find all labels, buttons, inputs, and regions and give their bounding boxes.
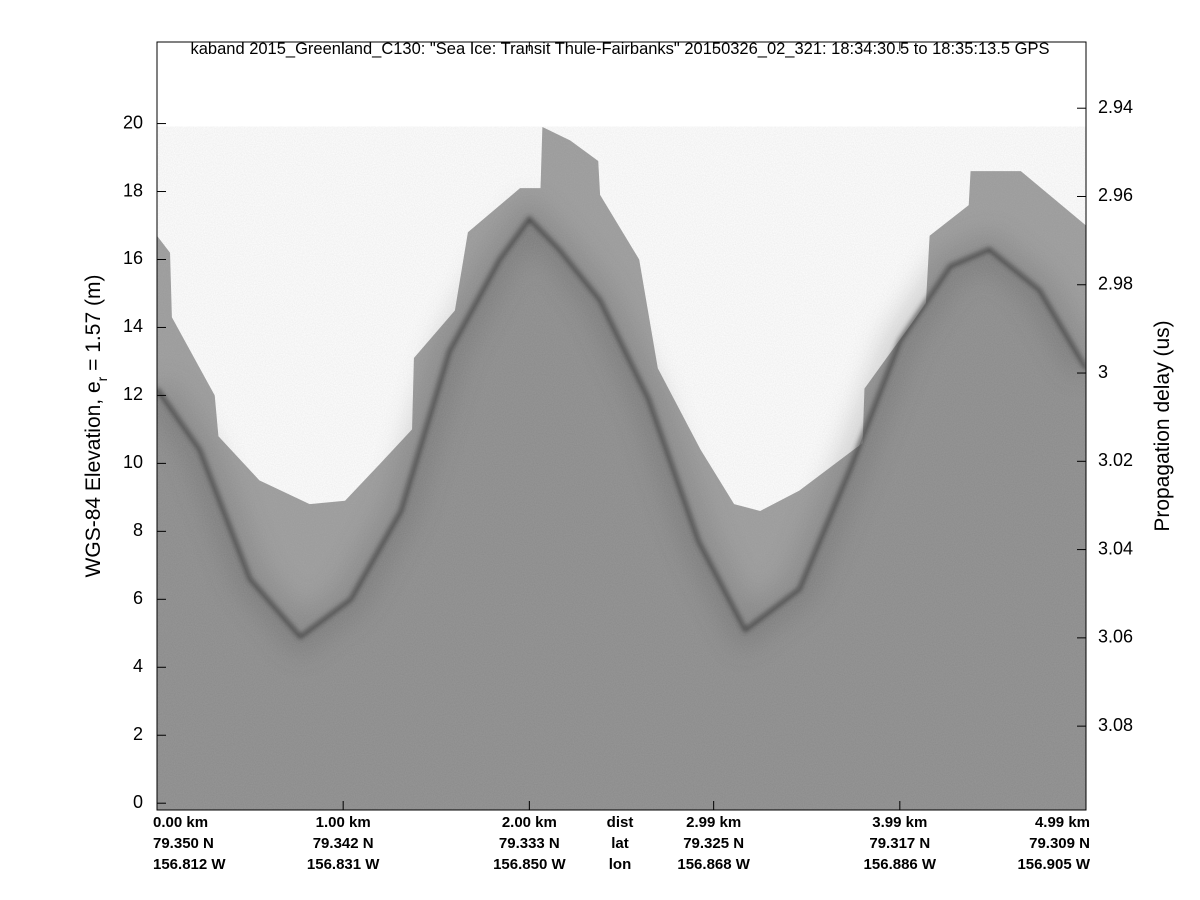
- y2-tick-label: 3.02: [1098, 450, 1133, 470]
- surface-line: [157, 215, 1086, 640]
- y-tick-label: 20: [123, 112, 143, 132]
- y2-tick-label: 3.06: [1098, 627, 1133, 647]
- lat-label: 79.309 N: [1029, 835, 1090, 852]
- lat-label: 79.333 N: [499, 835, 560, 852]
- texture: [157, 126, 1086, 810]
- y2-tick-label: 2.98: [1098, 274, 1133, 294]
- lon-label: 156.850 W: [493, 856, 566, 873]
- y2-tick-label: 2.96: [1098, 185, 1133, 205]
- plot-frame: [156, 41, 1087, 811]
- y-tick-label: 14: [123, 316, 143, 336]
- x-tick-label: 1.00 km: [316, 814, 371, 831]
- y-axis-label: WGS-84 Elevation, er = 1.57 (m): [82, 275, 110, 578]
- axes: 0 2 4 6 8 10 12 14 16 18 20 2.94 2.96 2.98 3 3.02 3.04 3.…: [123, 42, 1133, 873]
- lat-label: 79.350 N: [153, 835, 214, 852]
- row-label: lat: [611, 835, 629, 852]
- y-axis-label-text: WGS-84 Elevation, e: [82, 381, 105, 577]
- y-tick-label: 16: [123, 248, 143, 268]
- y-tick-label: 6: [133, 588, 143, 608]
- lat-label: 79.342 N: [313, 835, 374, 852]
- x-tick-label: 2.00 km: [502, 814, 557, 831]
- x-tick-label: 3.99 km: [872, 814, 927, 831]
- plot-area: [157, 126, 1086, 810]
- x-tick-label: 4.99 km: [1035, 814, 1090, 831]
- y-tick-label: 4: [133, 656, 143, 676]
- y-axis-label-suffix: = 1.57 (m): [82, 275, 105, 377]
- y2-tick-label: 3.04: [1098, 538, 1133, 558]
- x-tick-label: 0.00 km: [153, 814, 208, 831]
- lon-label: 156.905 W: [1017, 856, 1090, 873]
- x-tick-label: 2.99 km: [686, 814, 741, 831]
- lon-label: 156.831 W: [307, 856, 380, 873]
- y2-tick-label: 2.94: [1098, 97, 1133, 117]
- lat-label: 79.317 N: [869, 835, 930, 852]
- y-axis-label-subscript: r: [94, 376, 110, 381]
- y-tick-label: 12: [123, 384, 143, 404]
- row-label: lon: [609, 856, 632, 873]
- y-tick-label: 18: [123, 180, 143, 200]
- y2-tick-label: 3.08: [1098, 715, 1133, 735]
- lat-label: 79.325 N: [683, 835, 744, 852]
- lon-label: 156.868 W: [677, 856, 750, 873]
- y-tick-label: 2: [133, 724, 143, 744]
- y-tick-label: 8: [133, 520, 143, 540]
- y-tick-label: 0: [133, 792, 143, 812]
- y2-axis-label: Propagation delay (us): [1151, 320, 1174, 531]
- lon-label: 156.886 W: [864, 856, 937, 873]
- chart-title: kaband 2015_Greenland_C130: "Sea Ice: Tr…: [190, 40, 1049, 58]
- row-label: dist: [607, 814, 634, 831]
- y-tick-label: 10: [123, 452, 143, 472]
- y2-tick-label: 3: [1098, 362, 1108, 382]
- lon-label: 156.812 W: [153, 856, 226, 873]
